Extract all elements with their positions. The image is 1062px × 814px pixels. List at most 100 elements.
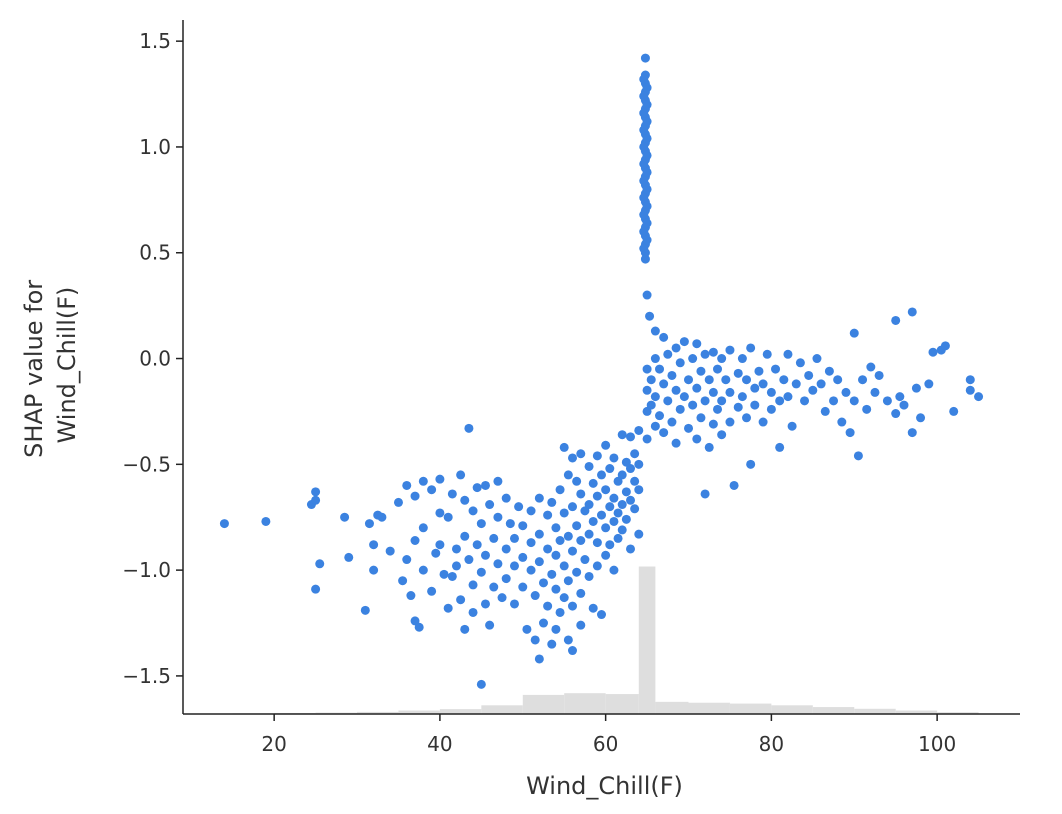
- data-point: [708, 347, 718, 357]
- data-point: [563, 470, 573, 480]
- data-point: [518, 552, 528, 562]
- histogram-bar: [398, 710, 440, 714]
- data-point: [588, 603, 598, 613]
- data-point: [617, 525, 627, 535]
- data-point: [824, 366, 834, 376]
- data-point: [816, 379, 826, 389]
- feature-histogram: [191, 566, 979, 714]
- histogram-bar: [812, 707, 855, 714]
- data-point: [642, 150, 652, 160]
- data-point: [671, 438, 681, 448]
- data-point: [639, 159, 649, 169]
- data-point: [812, 354, 822, 364]
- data-point: [439, 569, 449, 579]
- data-point: [572, 476, 582, 486]
- data-point: [650, 421, 660, 431]
- data-point: [485, 500, 495, 510]
- data-point: [841, 387, 851, 397]
- data-point: [605, 464, 615, 474]
- data-point: [630, 449, 640, 459]
- data-point: [621, 514, 631, 524]
- data-point: [555, 607, 565, 617]
- data-point: [891, 409, 901, 419]
- data-point: [642, 133, 652, 143]
- data-point: [609, 493, 619, 503]
- data-point: [543, 601, 553, 611]
- data-point: [406, 591, 416, 601]
- data-point: [468, 607, 478, 617]
- data-point: [907, 307, 917, 317]
- data-point: [717, 354, 727, 364]
- data-point: [684, 423, 694, 433]
- data-point: [219, 519, 229, 529]
- data-point: [704, 442, 714, 452]
- data-point: [514, 502, 524, 512]
- data-point: [779, 375, 789, 385]
- data-point: [762, 349, 772, 359]
- histogram-bar: [564, 693, 606, 714]
- y-tick-label: 1.5: [139, 29, 171, 53]
- data-point: [547, 497, 557, 507]
- histogram-bar: [439, 709, 482, 714]
- histogram-bar: [655, 701, 689, 714]
- histogram-bar: [522, 694, 565, 714]
- data-point: [758, 379, 768, 389]
- data-point: [385, 546, 395, 556]
- data-point: [418, 476, 428, 486]
- data-point: [853, 451, 863, 461]
- data-point: [501, 544, 511, 554]
- data-point: [630, 476, 640, 486]
- data-point: [659, 332, 669, 342]
- data-point: [534, 654, 544, 664]
- data-point: [783, 392, 793, 402]
- data-point: [642, 117, 652, 127]
- data-point: [870, 387, 880, 397]
- data-point: [451, 561, 461, 571]
- data-point: [795, 358, 805, 368]
- data-point: [480, 480, 490, 490]
- data-point: [451, 544, 461, 554]
- histogram-bar: [357, 711, 399, 714]
- data-point: [601, 485, 611, 495]
- data-point: [717, 430, 727, 440]
- data-point: [754, 366, 764, 376]
- data-point: [679, 392, 689, 402]
- data-point: [974, 392, 984, 402]
- data-point: [639, 142, 649, 152]
- data-point: [505, 519, 515, 529]
- data-point: [468, 580, 478, 590]
- data-point: [679, 337, 689, 347]
- data-point: [410, 616, 420, 626]
- data-point: [464, 423, 474, 433]
- data-point: [775, 442, 785, 452]
- data-point: [476, 567, 486, 577]
- data-point: [567, 502, 577, 512]
- data-point: [344, 552, 354, 562]
- data-point: [916, 413, 926, 423]
- data-point: [613, 533, 623, 543]
- data-point: [435, 474, 445, 484]
- data-point: [630, 504, 640, 514]
- data-point: [431, 548, 441, 558]
- data-point: [530, 635, 540, 645]
- data-point: [576, 489, 586, 499]
- data-point: [729, 480, 739, 490]
- data-point: [518, 582, 528, 592]
- data-point: [642, 184, 652, 194]
- y-axis-label-line-2: Wind_Chill(F): [53, 287, 81, 444]
- data-point: [849, 328, 859, 338]
- data-point: [874, 370, 884, 380]
- data-point: [563, 635, 573, 645]
- histogram-bar: [771, 705, 813, 714]
- data-point: [746, 459, 756, 469]
- data-point: [476, 679, 486, 689]
- y-tick-label: −1.0: [122, 558, 171, 582]
- data-point: [559, 508, 569, 518]
- data-point: [911, 383, 921, 393]
- y-axis-label: SHAP value for Wind_Chill(F): [20, 272, 81, 458]
- x-axis-label: Wind_Chill(F): [526, 772, 683, 800]
- data-point: [640, 254, 650, 264]
- data-point: [369, 540, 379, 550]
- data-point: [667, 370, 677, 380]
- data-point: [543, 510, 553, 520]
